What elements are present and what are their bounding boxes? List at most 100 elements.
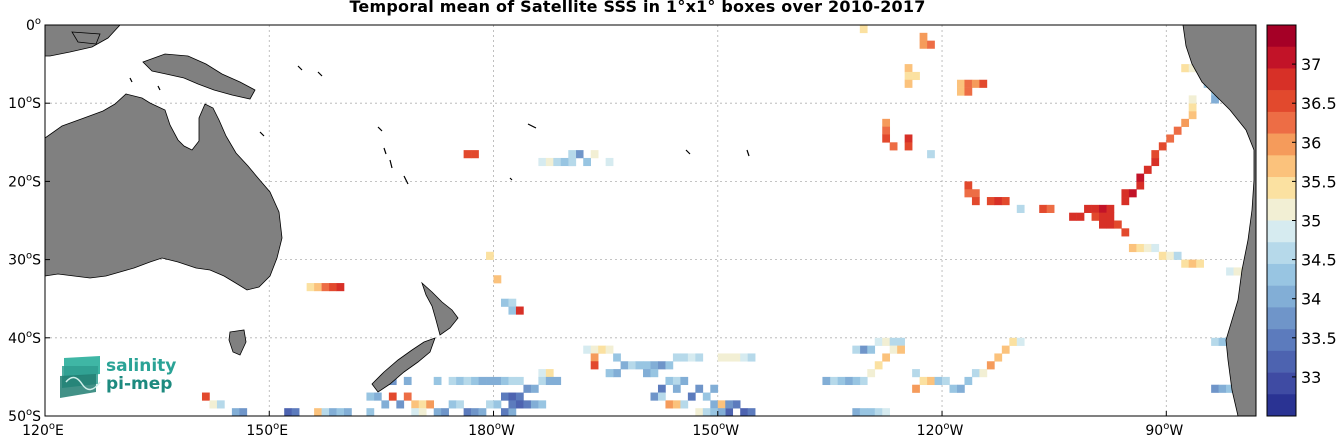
- sss-cell: [882, 134, 891, 143]
- sss-cell: [1151, 243, 1160, 253]
- sss-cell: [687, 353, 696, 362]
- sss-cell: [890, 416, 898, 424]
- sss-cell: [844, 376, 853, 386]
- sss-cell: [732, 353, 741, 362]
- sss-cell: [986, 361, 995, 370]
- sss-cell: [867, 369, 876, 378]
- sss-cell: [897, 337, 905, 346]
- sss-cell: [927, 40, 935, 49]
- sss-cell: [515, 392, 524, 401]
- sss-cell: [687, 392, 696, 401]
- sss-cell: [904, 64, 913, 73]
- sss-cell: [672, 353, 681, 362]
- longitude-ticks: 120oE 150oE 180oW 150oW 120oW 90oW: [22, 411, 1183, 438]
- new-guinea: [142, 53, 256, 100]
- sss-cell: [1188, 111, 1197, 120]
- sss-cell: [201, 392, 210, 401]
- sss-cell: [1316, 275, 1324, 283]
- sss-cell: [919, 376, 928, 386]
- sss-cell: [403, 392, 412, 401]
- sss-cell: [471, 150, 479, 159]
- sss-cell: [336, 408, 345, 416]
- map-frame: [44, 24, 1257, 417]
- sss-cell: [590, 150, 599, 159]
- sss-cell: [1016, 337, 1025, 346]
- sss-cell: [1121, 197, 1130, 206]
- sss-cell: [1166, 251, 1175, 260]
- sss-cell: [1211, 384, 1219, 393]
- sss-cell: [1009, 337, 1018, 346]
- sss-cell: [732, 400, 741, 409]
- sss-cell: [1099, 220, 1107, 229]
- sss-cell: [568, 150, 577, 159]
- sss-cell: [1121, 189, 1130, 198]
- sss-cell: [605, 345, 614, 354]
- sss-cell: [763, 416, 771, 424]
- salinity-pi-mep-logo: salinity pi-mep: [60, 352, 200, 402]
- sss-cell: [717, 353, 726, 362]
- sss-cell: [515, 376, 524, 386]
- sss-cell: [1188, 64, 1197, 73]
- sss-cell: [329, 283, 337, 292]
- sss-cell: [471, 376, 479, 386]
- sss-cell: [964, 181, 973, 190]
- sss-cell: [523, 384, 532, 393]
- sss-cell: [209, 400, 218, 409]
- sss-cell: [1196, 259, 1204, 268]
- sss-cell: [411, 400, 420, 409]
- sss-cell: [680, 400, 689, 409]
- colorbar-segment: [1267, 350, 1296, 373]
- sss-cell: [366, 392, 375, 401]
- sss-cell: [508, 400, 517, 409]
- sss-cell: [1181, 259, 1190, 268]
- sss-cell: [994, 353, 1003, 362]
- sss-cell: [1226, 384, 1234, 393]
- sss-cell: [837, 376, 846, 386]
- sss-cell: [1226, 267, 1234, 276]
- x-tick-label: 150oE: [246, 421, 288, 438]
- colorbar-segment: [1267, 329, 1296, 352]
- sss-cell: [463, 376, 472, 386]
- sss-cell: [493, 400, 502, 409]
- sss-cell: [1233, 267, 1242, 276]
- y-tick-label: 10oS: [8, 94, 41, 112]
- sss-cell: [680, 376, 689, 386]
- sss-cell: [344, 408, 352, 416]
- sss-cell: [418, 400, 427, 409]
- sss-cell: [1001, 197, 1010, 206]
- sss-cell: [1151, 150, 1160, 159]
- sss-cell: [650, 361, 659, 370]
- sss-cell: [1256, 41, 1264, 49]
- colorbar-segment: [1267, 263, 1296, 286]
- sss-cell: [665, 361, 674, 370]
- sss-cell: [314, 283, 322, 292]
- sss-cell: [515, 400, 524, 409]
- colorbar-segment: [1267, 198, 1296, 221]
- sss-cell: [321, 408, 330, 416]
- indonesia-islands: [45, 25, 121, 57]
- sss-cell: [747, 353, 756, 362]
- sss-cell: [770, 416, 778, 424]
- sss-cell: [538, 157, 547, 167]
- sss-cell: [403, 376, 412, 386]
- sss-cell: [471, 408, 479, 416]
- sss-cell: [546, 416, 554, 424]
- sss-cell: [329, 408, 337, 416]
- colorbar-label: 34: [1301, 290, 1321, 309]
- colorbar-segment: [1267, 46, 1296, 69]
- sss-cell: [919, 32, 928, 41]
- sss-cell: [530, 384, 539, 393]
- sss-cell: [598, 345, 606, 354]
- sss-cell: [486, 376, 494, 386]
- sss-cell: [859, 25, 868, 34]
- colorbar-segment: [1267, 285, 1296, 308]
- sss-cell: [1166, 134, 1175, 143]
- sss-cell: [463, 408, 472, 416]
- sss-cell: [889, 142, 898, 151]
- sss-cell: [500, 408, 509, 416]
- sss-cells: [201, 25, 1324, 424]
- sss-cell: [1046, 204, 1055, 213]
- new-zealand-south: [371, 337, 436, 393]
- sss-cell: [299, 416, 307, 424]
- sss-cell: [463, 150, 472, 159]
